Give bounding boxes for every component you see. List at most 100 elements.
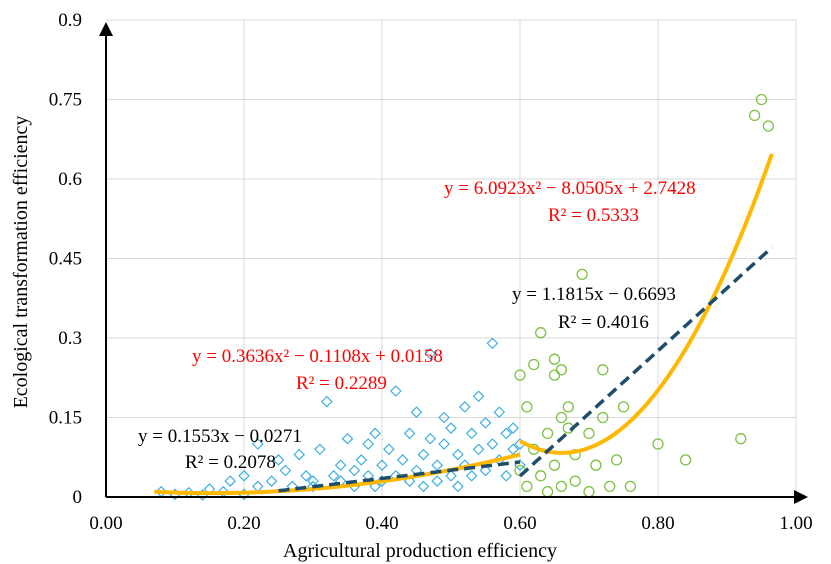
diamond-point xyxy=(424,348,437,360)
diamond-point xyxy=(224,475,237,487)
diamond-point xyxy=(479,416,492,429)
poly-trendline xyxy=(154,452,521,496)
x-axis-arrow xyxy=(794,490,808,504)
diamond-point xyxy=(355,454,368,466)
circle-point xyxy=(555,480,568,493)
poly-fit-high-r2: R² = 0.5333 xyxy=(548,205,639,226)
circle-point xyxy=(652,438,664,450)
x-tick-label: 0.00 xyxy=(89,513,122,534)
diamond-point xyxy=(251,480,264,493)
diamond-point xyxy=(479,464,492,477)
diamond-point xyxy=(452,448,464,461)
diamond-point xyxy=(445,469,457,482)
circle-point xyxy=(617,401,630,413)
x-tick-label: 0.40 xyxy=(365,513,398,534)
diamond-point xyxy=(238,469,250,482)
diamond-point xyxy=(362,438,375,450)
diamond-point xyxy=(452,480,464,493)
diamond-point xyxy=(334,459,347,472)
diamond-point xyxy=(493,406,506,419)
y-axis-title: Ecological transformation efficiency xyxy=(10,116,32,409)
diamond-point xyxy=(465,427,478,440)
circle-point xyxy=(624,480,637,493)
linear-trendline xyxy=(278,460,521,493)
diamond-point xyxy=(417,448,430,461)
diamond-point xyxy=(369,427,381,440)
linear-fit-high-equation: y = 1.1815x − 0.6693 xyxy=(512,284,676,305)
diamond-point xyxy=(251,438,264,450)
diamond-point xyxy=(389,385,402,397)
diamond-point xyxy=(320,395,333,408)
trendlines xyxy=(154,153,774,496)
diamond-point xyxy=(507,422,519,434)
circle-point xyxy=(583,427,595,440)
data-points xyxy=(155,93,775,501)
diamond-point xyxy=(314,443,326,456)
axes xyxy=(99,22,808,504)
circle-point xyxy=(583,486,595,498)
circle-point xyxy=(590,459,602,471)
circle-point xyxy=(755,93,768,106)
diamond-point xyxy=(396,454,409,466)
x-tick-label: 0.60 xyxy=(503,513,536,534)
diamond-point xyxy=(417,480,430,493)
diamond-point xyxy=(293,448,306,461)
circle-point xyxy=(569,448,581,461)
circle-point xyxy=(541,486,554,498)
diamond-point xyxy=(348,464,361,477)
y-tick-label: 0.75 xyxy=(49,90,82,111)
circle-point xyxy=(610,454,623,466)
diamond-point xyxy=(438,411,450,424)
circle-point xyxy=(514,369,526,381)
diamond-point xyxy=(300,469,312,482)
circle-point xyxy=(528,358,540,371)
circle-point xyxy=(597,364,609,376)
y-axis-arrow xyxy=(99,22,113,36)
diamond-point xyxy=(376,459,388,472)
circle-point xyxy=(679,454,692,466)
x-tick-label: 1.00 xyxy=(779,513,812,534)
diamond-point xyxy=(383,443,395,456)
diamond-point xyxy=(472,390,485,403)
diamond-point xyxy=(265,475,278,487)
circle-point xyxy=(555,364,568,376)
linear-fit-low-r2: R² = 0.2078 xyxy=(185,452,276,473)
y-tick-label: 0 xyxy=(73,487,83,508)
y-tick-label: 0.6 xyxy=(58,169,82,190)
x-tick-label: 0.20 xyxy=(227,513,260,534)
circle-point xyxy=(569,475,581,487)
diamond-point xyxy=(438,438,450,450)
circle-point xyxy=(762,120,775,132)
poly-trendline xyxy=(519,153,774,455)
diamond-point xyxy=(424,432,437,445)
diamond-point xyxy=(445,422,457,434)
circle-point xyxy=(576,268,588,281)
circle-point xyxy=(555,411,568,424)
diamond-point xyxy=(500,427,513,440)
circle-point xyxy=(562,401,574,413)
diamond-point xyxy=(486,337,499,350)
linear-trendline xyxy=(518,246,774,478)
diamond-point xyxy=(458,401,471,413)
diamond-point xyxy=(431,459,444,472)
y-tick-label: 0.3 xyxy=(58,328,82,349)
poly-fit-low-equation: y = 0.3636x² − 0.1108x + 0.0158 xyxy=(192,346,443,367)
x-tick-label: 0.80 xyxy=(641,513,674,534)
circle-point xyxy=(535,327,547,339)
circle-point xyxy=(735,433,747,445)
circle-point xyxy=(521,401,533,413)
circle-point xyxy=(748,109,761,122)
y-tick-label: 0.45 xyxy=(49,249,82,270)
circle-point xyxy=(548,459,561,471)
diamond-point xyxy=(403,427,416,440)
diamond-point xyxy=(341,432,354,445)
diamond-point xyxy=(431,475,444,487)
y-tick-label: 0.15 xyxy=(49,408,82,429)
circle-point xyxy=(597,411,609,424)
x-axis-title: Agricultural production efficiency xyxy=(283,540,557,562)
diamond-point xyxy=(500,469,513,482)
y-tick-label: 0.9 xyxy=(58,10,82,31)
grid-lines xyxy=(106,19,797,497)
circle-point xyxy=(548,353,561,365)
